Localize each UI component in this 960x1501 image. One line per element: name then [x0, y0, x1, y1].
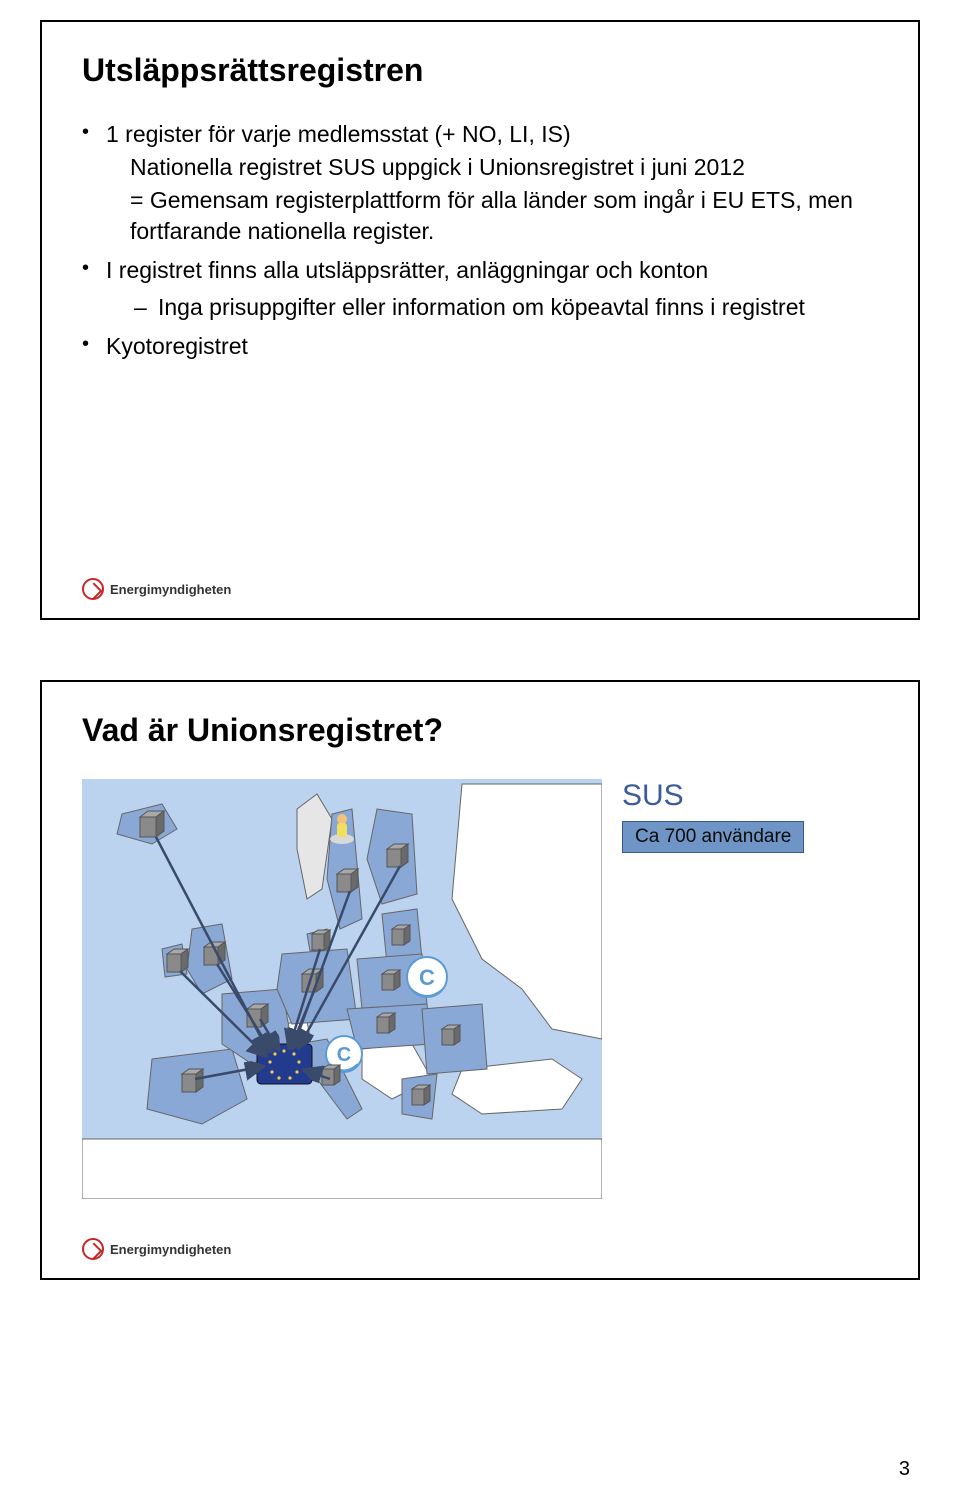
sus-label: SUS — [622, 779, 804, 813]
europe-map: C C — [82, 779, 602, 1199]
bullet-2-line1: I registret finns alla utsläppsrätter, a… — [106, 257, 708, 283]
logo-text: Energimyndigheten — [110, 1242, 231, 1257]
eu-flag-icon — [257, 1044, 312, 1084]
logo-slide2: Energimyndigheten — [82, 1238, 231, 1260]
bullet-1-line2: Nationella registret SUS uppgick i Union… — [106, 152, 878, 183]
bullet-2-sub1: Inga prisuppgifter eller information om … — [134, 292, 878, 323]
logo-text: Energimyndigheten — [110, 582, 231, 597]
map-container: C C — [82, 779, 878, 1199]
slide1-bullets: 1 register för varje medlemsstat (+ NO, … — [82, 119, 878, 362]
logo-icon — [82, 578, 104, 600]
bullet-3-line1: Kyotoregistret — [106, 333, 248, 359]
bullet-1-line1: 1 register för varje medlemsstat (+ NO, … — [106, 121, 571, 147]
bullet-2: I registret finns alla utsläppsrätter, a… — [82, 255, 878, 323]
un-logo-2-icon: C — [407, 957, 447, 997]
user-count-badge: Ca 700 användare — [622, 821, 804, 853]
side-labels: SUS Ca 700 användare — [622, 779, 804, 853]
slide1-title: Utsläppsrättsregistren — [82, 52, 878, 89]
page-number: 3 — [899, 1458, 910, 1481]
slide-1: Utsläppsrättsregistren 1 register för va… — [40, 20, 920, 620]
bullet-1-line3: = Gemensam registerplattform för alla lä… — [106, 185, 878, 247]
bullet-1: 1 register för varje medlemsstat (+ NO, … — [82, 119, 878, 247]
bullet-3: Kyotoregistret — [82, 331, 878, 362]
logo-icon — [82, 1238, 104, 1260]
svg-text:C: C — [419, 965, 435, 990]
logo-slide1: Energimyndigheten — [82, 578, 231, 600]
svg-text:C: C — [337, 1044, 351, 1066]
bullet-2-sublist: Inga prisuppgifter eller information om … — [106, 292, 878, 323]
slide-2: Vad är Unionsregistret? — [40, 680, 920, 1280]
slide2-title: Vad är Unionsregistret? — [82, 712, 878, 749]
